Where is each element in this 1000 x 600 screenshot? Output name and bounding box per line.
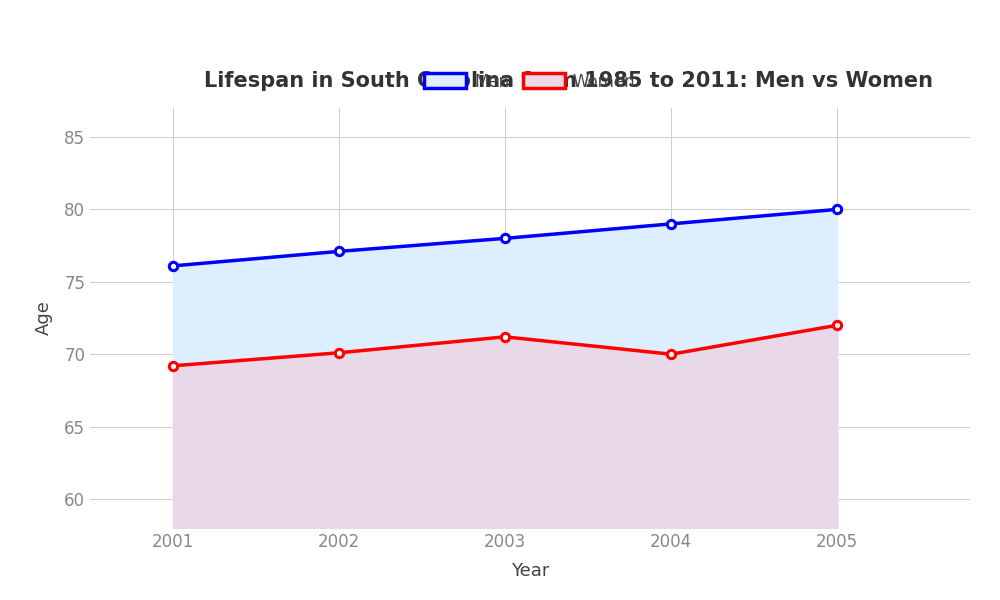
Legend: Men, Women: Men, Women <box>418 66 642 97</box>
X-axis label: Year: Year <box>511 562 549 580</box>
Text: Lifespan in South Carolina from 1985 to 2011: Men vs Women: Lifespan in South Carolina from 1985 to … <box>204 71 933 91</box>
Y-axis label: Age: Age <box>35 301 53 335</box>
